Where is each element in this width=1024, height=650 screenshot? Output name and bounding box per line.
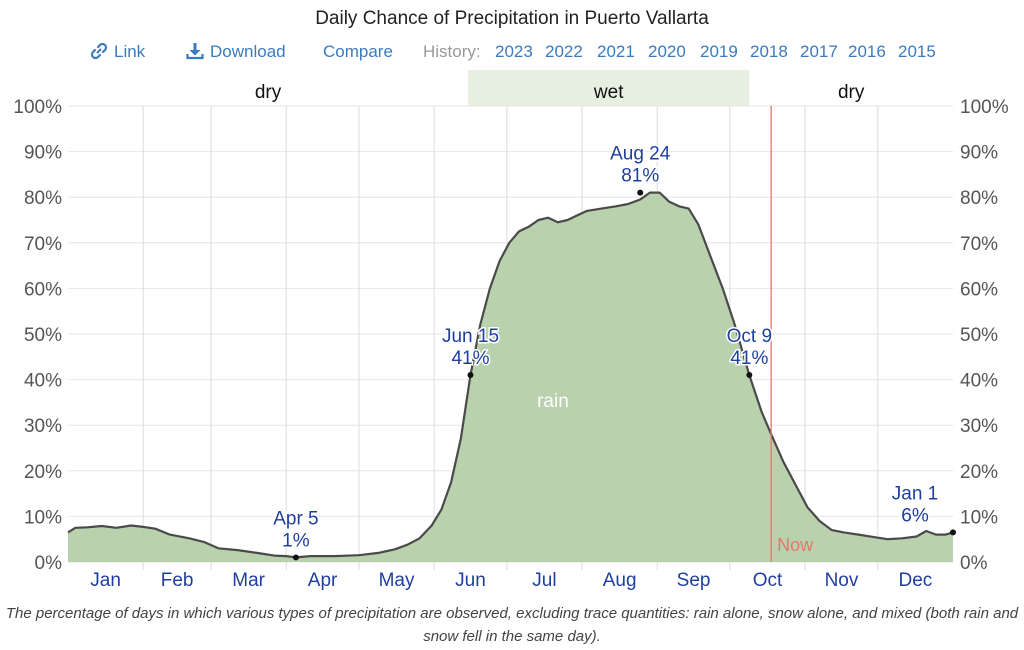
chart-title: Daily Chance of Precipitation in Puerto … — [315, 8, 709, 29]
x-tick-label: Jul — [532, 570, 556, 591]
y-tick-label-right: 90% — [960, 143, 998, 164]
y-tick-label-left: 10% — [24, 507, 62, 528]
x-tick-label: Sep — [677, 570, 711, 591]
now-label: Now — [777, 535, 814, 555]
link-label: Link — [114, 42, 146, 61]
chart-caption: The percentage of days in which various … — [5, 605, 1019, 645]
y-tick-label-right: 30% — [960, 416, 998, 437]
y-tick-label-left: 40% — [24, 371, 62, 392]
annotation-date: Jan 1 — [892, 483, 938, 504]
y-tick-label-right: 40% — [960, 371, 998, 392]
now-marker: Now — [770, 106, 814, 562]
x-tick-label: Dec — [899, 570, 933, 591]
annotation-point — [467, 372, 474, 379]
rain-area: rain — [67, 191, 954, 562]
annotation-value: 41% — [730, 348, 768, 369]
history-year-2020[interactable]: 2020 — [648, 42, 686, 61]
download-label: Download — [210, 42, 286, 61]
x-tick-label: Apr — [308, 570, 338, 591]
history-year-2017[interactable]: 2017 — [800, 42, 838, 61]
annotation-value: 41% — [451, 348, 489, 369]
y-tick-label-left: 60% — [24, 279, 62, 300]
history-year-2022[interactable]: 2022 — [545, 42, 583, 61]
download-icon — [186, 43, 204, 60]
toolbar: Link Download Compare History: 2023 2022… — [0, 42, 1024, 64]
y-tick-label-left: 100% — [13, 97, 62, 118]
y-tick-label-left: 30% — [24, 416, 62, 437]
y-tick-label-right: 100% — [960, 97, 1009, 118]
season-label-wet: wet — [593, 82, 624, 103]
x-tick-label: Jun — [455, 570, 486, 591]
x-tick-label: Aug — [603, 570, 637, 591]
y-tick-label-right: 10% — [960, 507, 998, 528]
annotation-value: 6% — [901, 505, 929, 526]
y-tick-label-left: 0% — [35, 553, 63, 574]
annotation-date: Aug 24 — [610, 144, 671, 165]
link-button[interactable]: Link — [90, 42, 145, 62]
y-tick-label-left: 80% — [24, 188, 62, 209]
x-tick-label: Oct — [753, 570, 783, 591]
series-label-rain: rain — [537, 391, 569, 412]
y-tick-label-left: 50% — [24, 325, 62, 346]
season-bands: dry wet dry — [255, 70, 865, 106]
x-tick-label: Nov — [825, 570, 859, 591]
x-tick-label: Mar — [232, 570, 265, 591]
x-tick-label: Jan — [90, 570, 121, 591]
history-year-2015[interactable]: 2015 — [898, 42, 936, 61]
download-button[interactable]: Download — [186, 42, 286, 62]
history-year-2016[interactable]: 2016 — [848, 42, 886, 61]
annotation-point — [292, 554, 299, 561]
y-tick-label-right: 80% — [960, 188, 998, 209]
y-tick-label-right: 20% — [960, 462, 998, 483]
annotation-point — [637, 189, 644, 196]
annotation-point — [950, 529, 956, 536]
annotation-date: Apr 5 — [273, 508, 318, 529]
season-label-dry: dry — [255, 82, 282, 103]
annotation-date: Jun 15 — [442, 326, 499, 347]
y-tick-label-right: 60% — [960, 279, 998, 300]
history-year-2023[interactable]: 2023 — [495, 42, 533, 61]
history-year-2018[interactable]: 2018 — [750, 42, 788, 61]
y-tick-label-left: 20% — [24, 462, 62, 483]
season-band-wet — [468, 70, 750, 106]
history-label: History: — [423, 42, 481, 61]
annotation-value: 81% — [621, 166, 659, 187]
x-tick-label: Feb — [161, 570, 194, 591]
axes: 0% 0% 10% 10% 20% 20% 30% 30% 40% 40% 50% 50% 60% 60%… — [13, 97, 1008, 591]
annotation-point — [746, 372, 753, 379]
rain-line — [67, 191, 954, 559]
annotation-date: Oct 9 — [727, 326, 772, 347]
history-year-2021[interactable]: 2021 — [597, 42, 635, 61]
season-label-dry: dry — [838, 82, 865, 103]
history-year-2019[interactable]: 2019 — [700, 42, 738, 61]
y-tick-label-left: 90% — [24, 143, 62, 164]
annotation-value: 1% — [282, 530, 310, 551]
y-tick-label-left: 70% — [24, 234, 62, 255]
y-tick-label-right: 0% — [960, 553, 988, 574]
y-tick-label-right: 70% — [960, 234, 998, 255]
compare-button[interactable]: Compare — [323, 42, 393, 61]
rain-area-fill — [68, 192, 953, 562]
link-icon — [90, 42, 108, 60]
x-tick-label: May — [379, 570, 415, 591]
y-tick-label-right: 50% — [960, 325, 998, 346]
